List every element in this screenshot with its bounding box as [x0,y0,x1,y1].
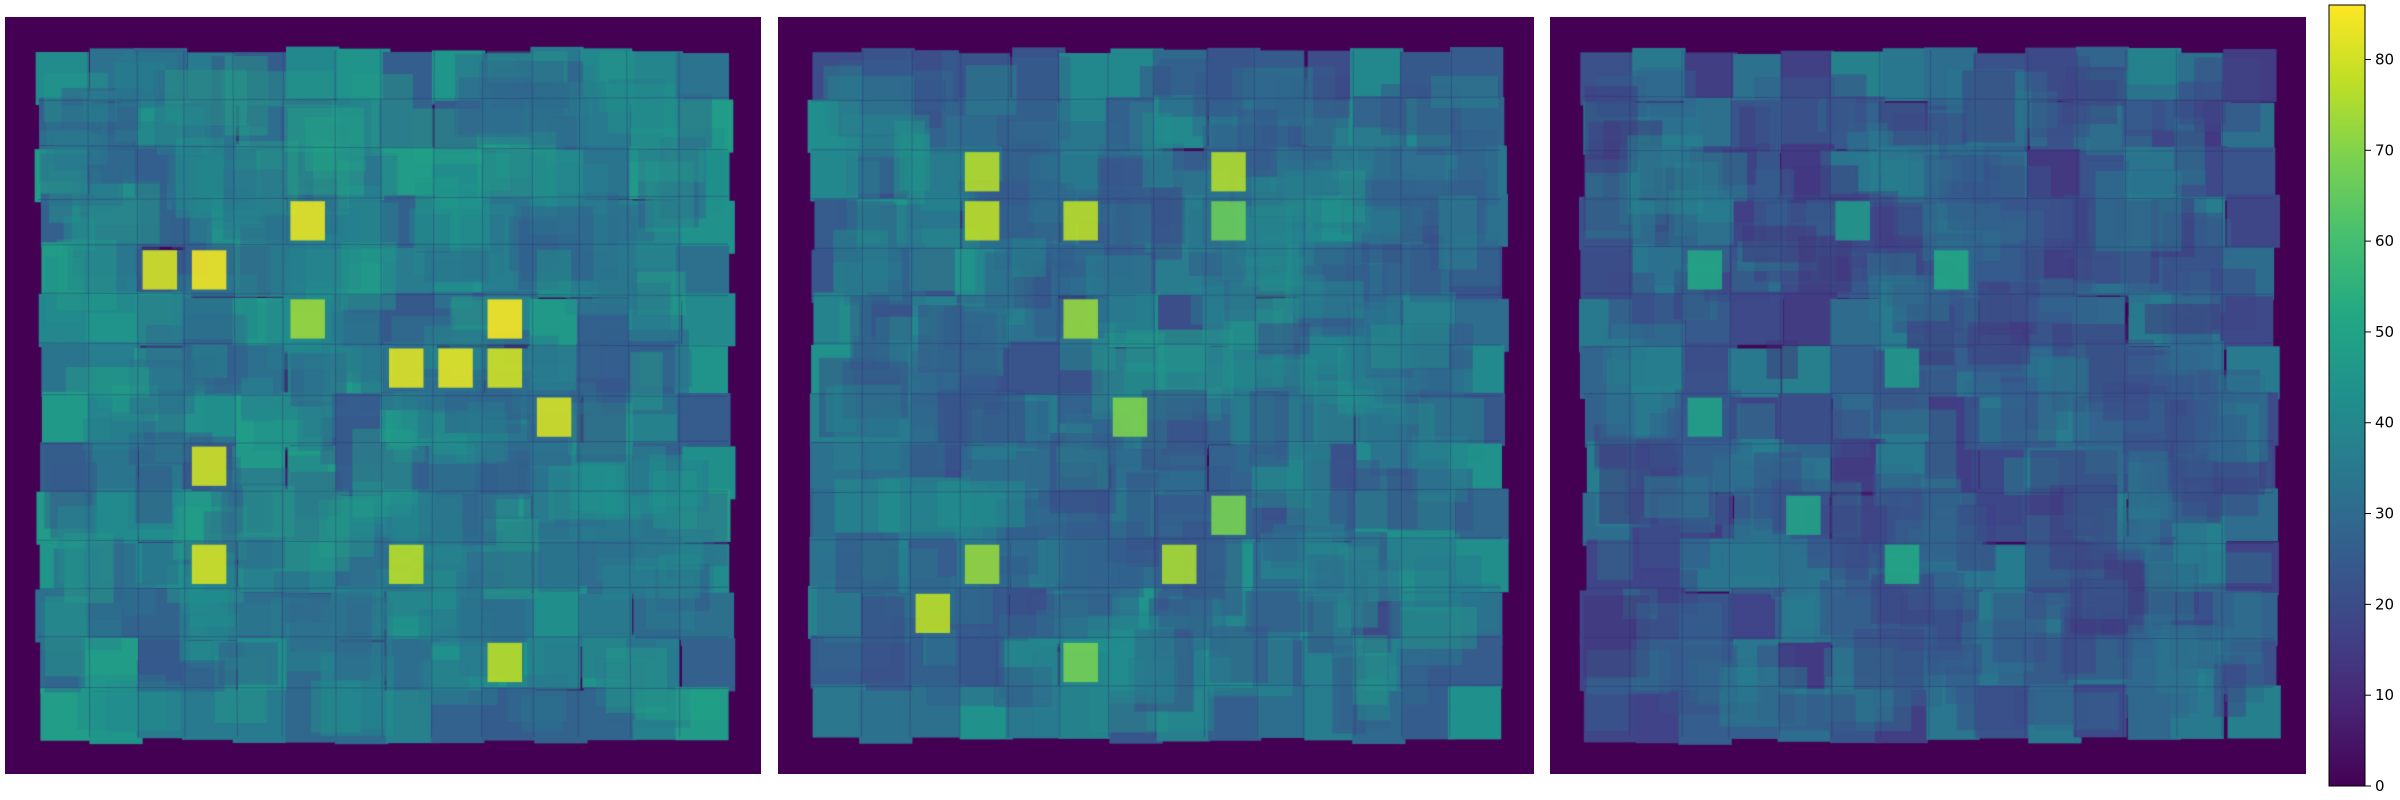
heatmap-panel-1 [5,17,761,774]
colorbar-tick-label: 20 [2375,595,2394,613]
heatmap-canvas-1 [5,17,761,774]
colorbar-tick-label: 60 [2375,232,2394,250]
colorbar-ticks: 0 10 20 30 40 50 60 70 80 [2365,50,2394,795]
colorbar-tick-label: 40 [2375,414,2394,432]
colorbar-svg: 0 10 20 30 40 50 60 70 80 [2328,4,2394,795]
colorbar: 0 10 20 30 40 50 60 70 80 [2328,4,2394,795]
colorbar-gradient [2328,4,2366,787]
colorbar-tick-label: 0 [2375,777,2385,795]
heatmap-panel-3 [1550,17,2306,774]
colorbar-tick-label: 70 [2375,141,2394,159]
colorbar-tick-label: 50 [2375,323,2394,341]
colorbar-tick-label: 30 [2375,505,2394,523]
heatmap-panel-2 [778,17,1534,774]
heatmap-canvas-3 [1550,17,2306,774]
colorbar-tick-label: 10 [2375,686,2394,704]
heatmap-canvas-2 [778,17,1534,774]
colorbar-tick-label: 80 [2375,50,2394,68]
